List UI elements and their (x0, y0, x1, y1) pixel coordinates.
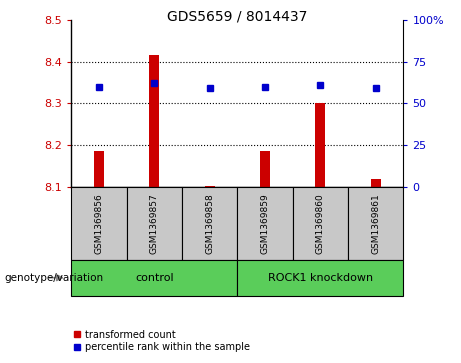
Text: GSM1369859: GSM1369859 (260, 193, 270, 254)
Bar (127, 187, 182, 260)
Bar (237, 260, 403, 296)
Bar (348, 187, 403, 260)
Bar (293, 187, 348, 260)
Bar (71, 260, 237, 296)
Text: genotype/variation: genotype/variation (5, 273, 104, 283)
Bar (237, 187, 293, 260)
Text: GSM1369856: GSM1369856 (95, 193, 104, 254)
Text: GSM1369857: GSM1369857 (150, 193, 159, 254)
Bar (371, 179, 381, 187)
Bar (315, 103, 325, 187)
Text: GSM1369858: GSM1369858 (205, 193, 214, 254)
Bar (182, 187, 237, 260)
Text: GDS5659 / 8014437: GDS5659 / 8014437 (167, 9, 307, 23)
Bar (94, 151, 104, 187)
Text: ROCK1 knockdown: ROCK1 knockdown (268, 273, 373, 283)
Bar (71, 187, 127, 260)
Legend: transformed count, percentile rank within the sample: transformed count, percentile rank withi… (70, 326, 254, 356)
Text: GSM1369860: GSM1369860 (316, 193, 325, 254)
Bar (205, 186, 215, 187)
Text: GSM1369861: GSM1369861 (371, 193, 380, 254)
Bar (260, 151, 270, 187)
Bar (149, 56, 160, 187)
Text: control: control (135, 273, 174, 283)
